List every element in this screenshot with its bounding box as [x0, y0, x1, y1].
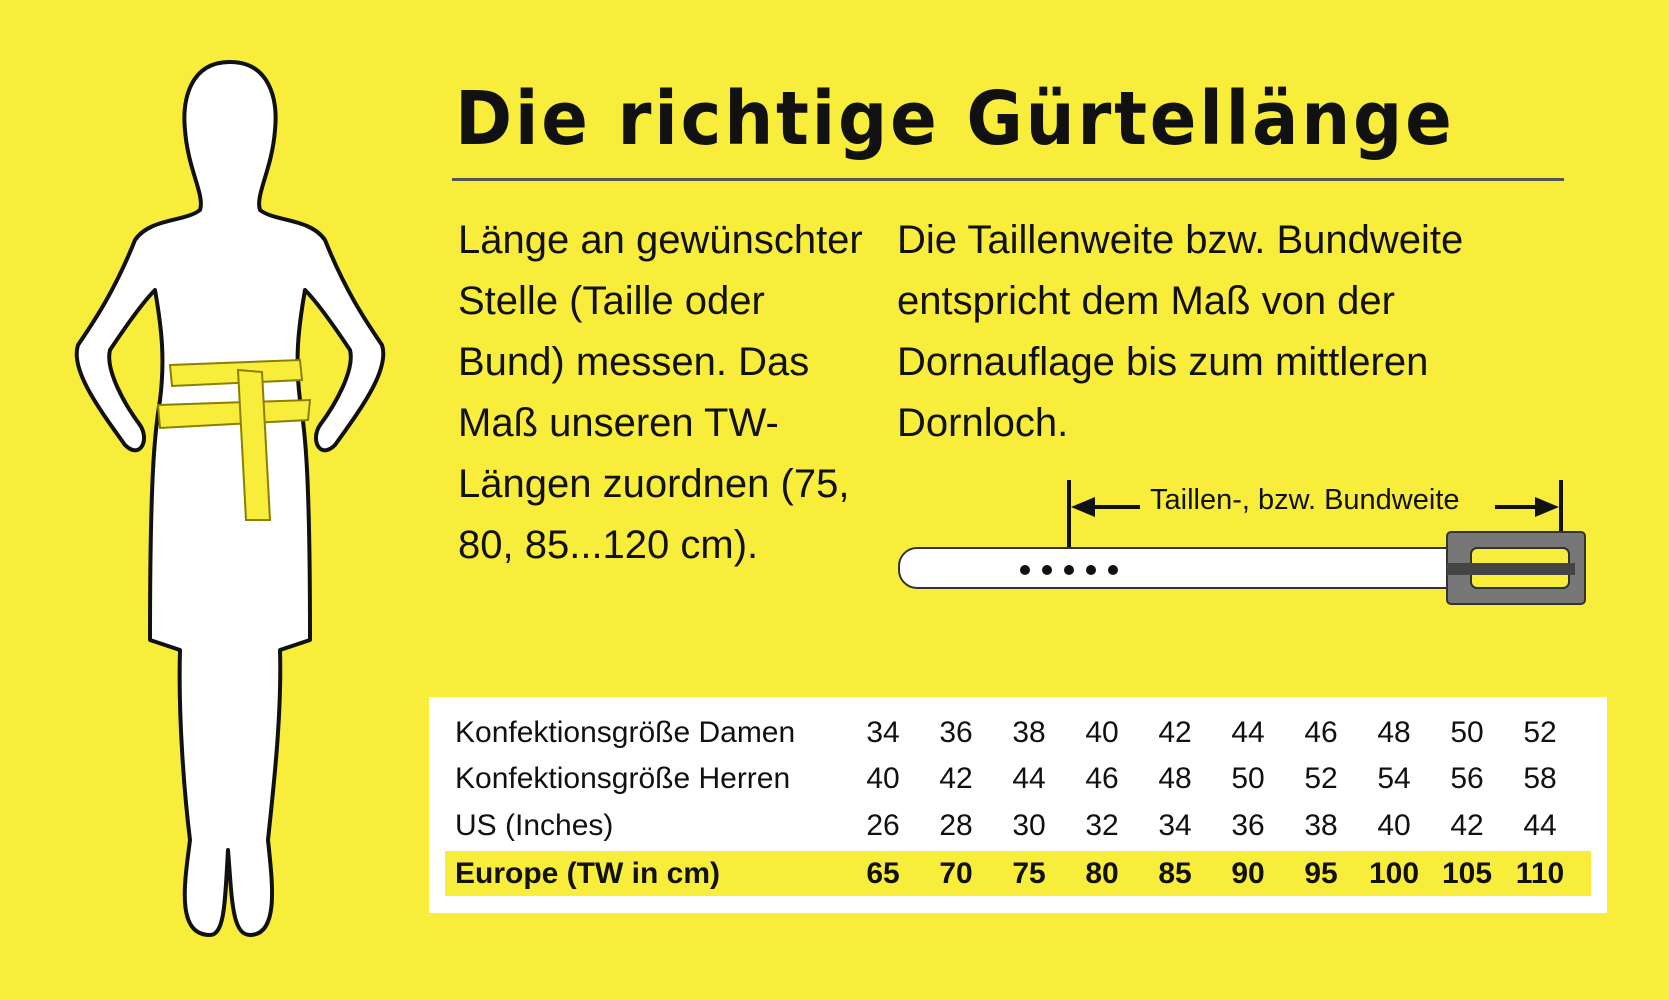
page-title: Die richtige Gürtellänge: [455, 76, 1455, 162]
table-row: Konfektionsgröße Damen 34 36 38 40 42 44 46 48 50…: [455, 710, 1605, 756]
size-table: Konfektionsgröße Damen 34 36 38 40 42 44 46 48 50…: [429, 697, 1607, 913]
table-cell: 58: [1523, 762, 1557, 795]
table-cell: 110: [1515, 857, 1565, 890]
arrow-left-icon: [1071, 497, 1095, 517]
arrow-right-icon: [1535, 497, 1559, 517]
belt-measure-label: Taillen-, bzw. Bundweite: [1150, 484, 1460, 516]
table-cell: 36: [1231, 809, 1265, 842]
table-cell: 52: [1304, 762, 1338, 795]
table-cell: 100: [1368, 857, 1420, 890]
waist-definition: Die Taillenweite bzw. Bundweite entspric…: [897, 218, 1464, 445]
table-cell: 50: [1231, 762, 1265, 795]
table-cell: 52: [1523, 716, 1557, 749]
table-cell: 42: [1158, 716, 1192, 749]
row-label: Europe (TW in cm): [455, 857, 720, 890]
table-cell: 38: [1304, 809, 1338, 842]
table-row: Europe (TW in cm) 65 70 75 80 85 90 95 100 105 110: [455, 851, 1605, 897]
table-cell: 40: [1377, 809, 1411, 842]
title-divider: [452, 178, 1564, 181]
table-cell: 34: [866, 716, 900, 749]
row-label: Konfektionsgröße Damen: [455, 716, 796, 749]
table-cell: 30: [1012, 809, 1046, 842]
table-cell: 48: [1158, 762, 1192, 795]
table-row: US (Inches) 26 28 30 32 34 36 38 40 42 44: [455, 803, 1605, 849]
table-cell: 46: [1085, 762, 1119, 795]
row-label: Konfektionsgröße Herren: [455, 762, 791, 795]
measure-instructions: Länge an gewünschter Stelle (Taille oder…: [458, 218, 863, 567]
table-cell: 44: [1523, 809, 1557, 842]
table-cell: 38: [1012, 716, 1046, 749]
table-cell: 70: [939, 857, 973, 890]
table-row: Konfektionsgröße Herren 40 42 44 46 48 50 52 54 5…: [455, 756, 1605, 802]
belt-holes: [1020, 565, 1118, 575]
belt-strap: [898, 547, 1470, 589]
table-cell: 42: [1450, 809, 1484, 842]
buckle-prong: [1447, 563, 1575, 575]
figure-silhouette: [74, 60, 386, 937]
table-cell: 50: [1450, 716, 1484, 749]
table-cell: 28: [939, 809, 973, 842]
table-cell: 75: [1012, 857, 1046, 890]
table-cell: 40: [866, 762, 900, 795]
table-cell: 95: [1304, 857, 1338, 890]
table-cell: 90: [1231, 857, 1265, 890]
table-cell: 105: [1441, 857, 1493, 890]
table-cell: 44: [1231, 716, 1265, 749]
table-cell: 32: [1085, 809, 1119, 842]
highlight-row-bg: [445, 851, 1591, 896]
table-cell: 80: [1085, 857, 1119, 890]
belt-diagram: [898, 480, 1586, 605]
table-cell: 26: [866, 809, 900, 842]
table-cell: 42: [939, 762, 973, 795]
table-cell: 54: [1377, 762, 1411, 795]
table-cell: 85: [1158, 857, 1192, 890]
table-cell: 34: [1158, 809, 1192, 842]
table-cell: 46: [1304, 716, 1338, 749]
table-cell: 65: [866, 857, 900, 890]
table-cell: 36: [939, 716, 973, 749]
measuring-tape: [156, 358, 312, 521]
table-cell: 48: [1377, 716, 1411, 749]
table-cell: 44: [1012, 762, 1046, 795]
row-label: US (Inches): [455, 809, 614, 842]
table-cell: 40: [1085, 716, 1119, 749]
table-cell: 56: [1450, 762, 1484, 795]
